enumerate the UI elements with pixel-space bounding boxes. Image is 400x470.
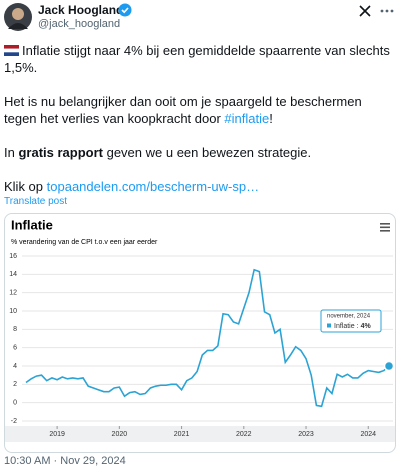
flag-icon [4, 45, 19, 56]
x-tick-label: 2024 [360, 431, 376, 438]
y-tick-label: 14 [9, 271, 17, 278]
tooltip-title: november, 2024 [327, 314, 371, 320]
x-axis-band [5, 426, 395, 442]
timestamp[interactable]: 10:30 AM · Nov 29, 2024 [4, 455, 126, 467]
text: In [4, 145, 19, 160]
paragraph: Het is nu belangrijker dan ooit om je sp… [4, 93, 392, 127]
tooltip-value: Inflatie:4% [334, 323, 371, 330]
author-handle[interactable]: @jack_hoogland [38, 18, 121, 30]
line [25, 268, 390, 408]
x-tick-label: 2020 [112, 431, 128, 438]
tooltip-box [320, 309, 382, 333]
paragraph: Inflatie stijgt naar 4% bij een gemiddel… [4, 42, 392, 76]
text: ! [269, 111, 273, 126]
verified-badge [118, 3, 132, 17]
tooltip-part: 4% [361, 323, 372, 330]
y-tick-label: 6 [13, 345, 17, 352]
x-tick-label: 2021 [174, 431, 190, 438]
y-tick-label: 12 [9, 290, 17, 297]
y-tick-label: 16 [9, 253, 17, 260]
tooltip: november, 2024 Inflatie:4% [320, 309, 382, 333]
tooltip-part: Inflatie [334, 323, 355, 330]
text: Het is nu belangrijker dan ooit om je sp… [4, 94, 362, 126]
link[interactable]: topaandelen.com/bescherm-uw-sp… [46, 179, 260, 194]
text: geven we u een bewezen strategie. [102, 145, 312, 160]
hover-marker [383, 360, 395, 372]
bold-text: gratis rapport [18, 145, 103, 160]
link[interactable]: #inflatie [224, 111, 270, 126]
tweet-text: Inflatie stijgt naar 4% bij een gemiddel… [4, 42, 392, 212]
translate-link[interactable]: Translate post [4, 196, 67, 207]
x-tick-label: 2022 [236, 431, 252, 438]
chart-card[interactable]: Inflatie % verandering van de CPI t.o.v … [4, 213, 396, 453]
x-tick-label: 2019 [49, 431, 65, 438]
chart-subtitle: % verandering van de CPI t.o.v een jaar … [11, 239, 158, 246]
avatar[interactable] [4, 3, 32, 31]
author-name[interactable]: Jack Hoogland [38, 3, 124, 17]
y-tick-label: 4 [13, 363, 17, 370]
tooltip-part: : [357, 323, 359, 330]
y-tick-label: 0 [13, 400, 17, 407]
y-tick-label: -2 [11, 418, 17, 425]
y-tick-label: 8 [13, 326, 17, 333]
chart-title: Inflatie [11, 217, 53, 232]
y-tick-label: 10 [9, 308, 17, 315]
paragraph: Klik op topaandelen.com/bescherm-uw-sp… [4, 178, 392, 195]
y-tick-label: 2 [13, 381, 17, 388]
x-tick-label: 2023 [298, 431, 314, 438]
chart: Inflatie % verandering van de CPI t.o.v … [5, 217, 395, 442]
menu-icon[interactable] [380, 223, 390, 232]
tooltip-swatch [327, 323, 331, 328]
text: Klik op [4, 179, 47, 194]
text: Inflatie stijgt naar 4% bij een gemiddel… [4, 43, 390, 75]
header-icons[interactable] [358, 4, 396, 18]
paragraph: In gratis rapport geven we u een bewezen… [4, 144, 392, 161]
